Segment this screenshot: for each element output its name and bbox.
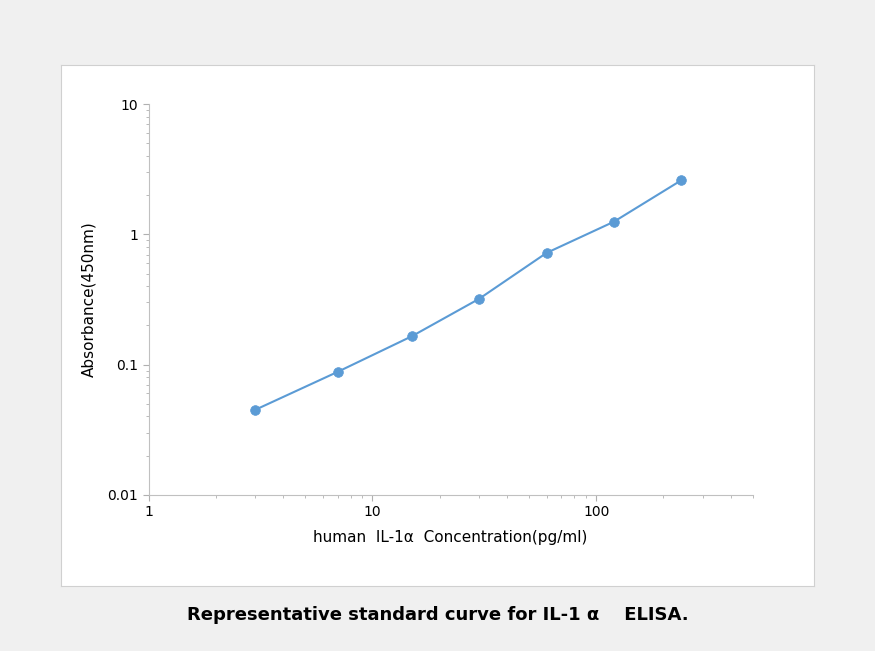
Text: Representative standard curve for IL-1 α    ELISA.: Representative standard curve for IL-1 α… [186,606,689,624]
X-axis label: human  IL-1α  Concentration(pg/ml): human IL-1α Concentration(pg/ml) [313,531,588,546]
Y-axis label: Absorbance(450nm): Absorbance(450nm) [81,221,96,378]
